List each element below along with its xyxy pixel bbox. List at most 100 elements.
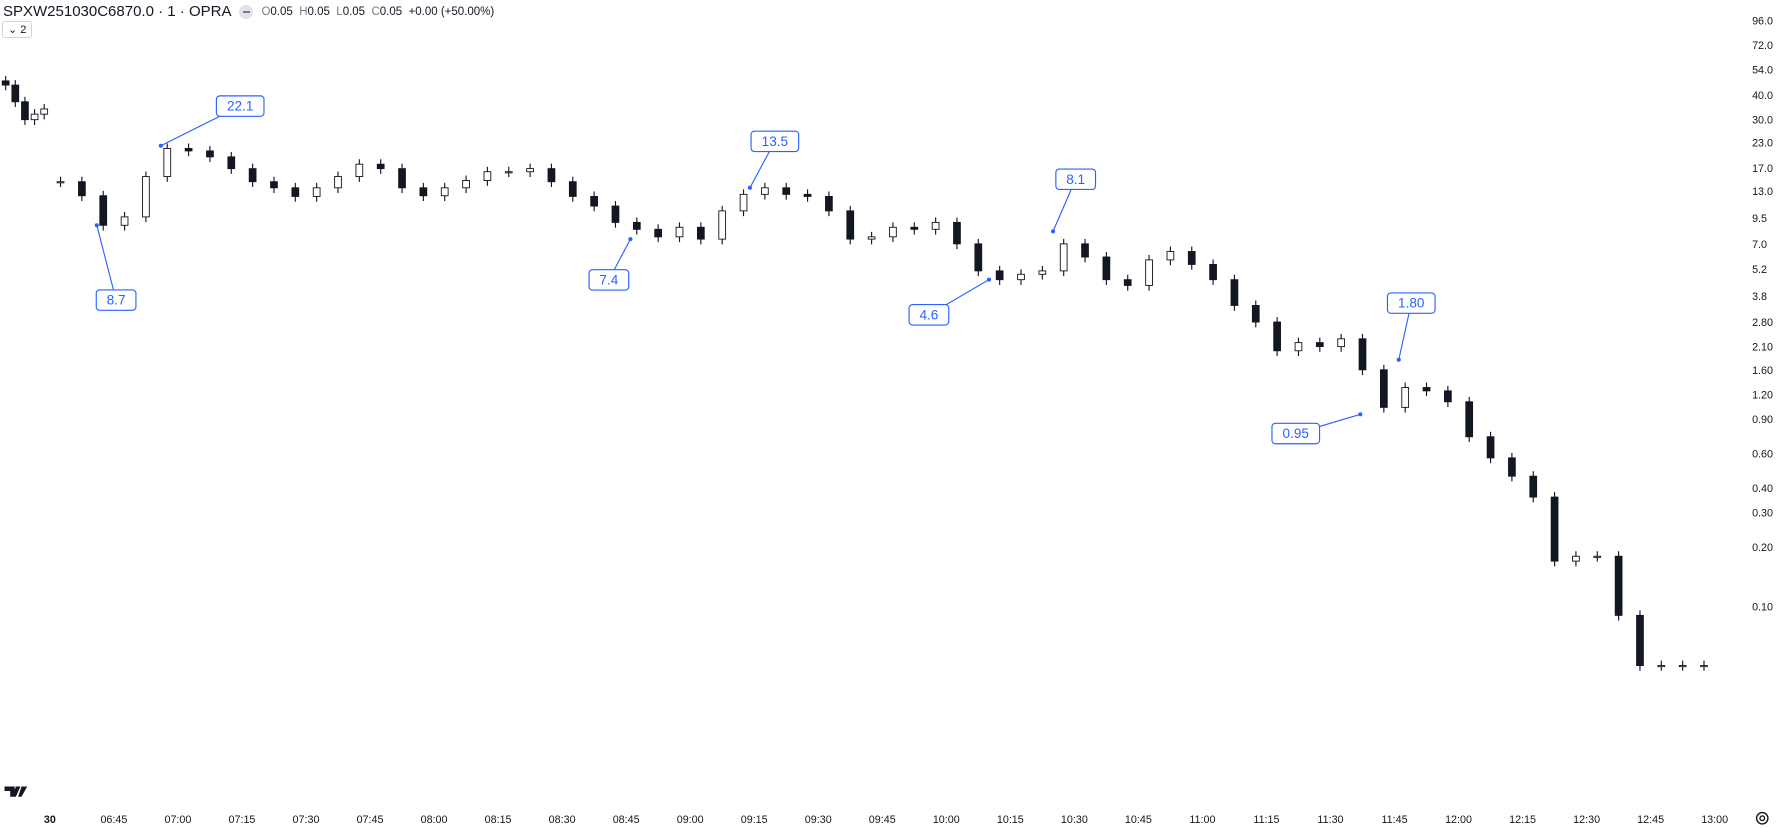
price-annotation[interactable]: 7.4	[588, 237, 633, 291]
candle	[1059, 238, 1068, 277]
price-tick-label: 54.0	[1752, 64, 1773, 76]
annotation-point	[94, 223, 99, 228]
price-annotation[interactable]: 0.95	[1271, 412, 1363, 445]
candle	[1145, 254, 1153, 291]
annotation-point	[986, 277, 992, 282]
time-tick-label: 11:45	[1381, 814, 1407, 826]
price-tick-label: 0.60	[1752, 448, 1773, 460]
price-tick-label: 0.20	[1752, 542, 1773, 554]
symbol-title[interactable]: SPXW251030C6870.0 · 1 · OPRA	[3, 3, 232, 20]
candle	[1038, 265, 1047, 280]
time-tick-label: 07:00	[164, 814, 191, 826]
candle	[1081, 238, 1089, 263]
candles	[1, 75, 1708, 671]
price-annotation[interactable]: 22.1	[158, 95, 265, 148]
candle	[931, 217, 940, 235]
candle	[1614, 551, 1623, 621]
low-value: 0.05	[342, 5, 366, 18]
candle	[99, 190, 108, 231]
candle	[1294, 337, 1303, 357]
candle	[782, 182, 791, 200]
time-tick-label: 10:15	[997, 814, 1024, 826]
time-tick-label: 12:15	[1509, 814, 1536, 826]
candle	[248, 163, 257, 187]
candle	[1, 75, 10, 91]
annotation-label: 13.5	[762, 134, 788, 149]
price-tick-label: 72.0	[1752, 40, 1773, 52]
indicator-count: 2	[20, 24, 27, 36]
candle	[184, 143, 193, 157]
price-annotation[interactable]: 4.6	[908, 277, 992, 326]
candle	[11, 80, 20, 108]
candle	[56, 176, 65, 187]
candle	[889, 222, 897, 243]
time-tick-label: 09:00	[677, 814, 704, 826]
candle	[1486, 431, 1495, 464]
candle	[462, 175, 470, 194]
price-annotation[interactable]: 8.1	[1050, 168, 1097, 234]
time-tick-label: 13:00	[1701, 814, 1728, 826]
price-tick-label: 13.0	[1752, 186, 1773, 198]
price-tick-label: 0.90	[1752, 414, 1773, 426]
candle	[206, 145, 214, 163]
candle	[1508, 452, 1516, 482]
collapse-indicators-button[interactable]: ⌄ 2	[2, 21, 33, 38]
price-tick-label: 0.10	[1752, 601, 1773, 613]
candle	[1230, 274, 1239, 311]
candle	[1315, 337, 1324, 352]
candle	[355, 159, 364, 182]
price-annotation[interactable]: 13.5	[747, 130, 800, 190]
candle	[334, 171, 342, 194]
candle	[120, 211, 129, 231]
candle	[1678, 660, 1687, 671]
candle	[547, 163, 556, 187]
candle	[1017, 269, 1025, 285]
time-tick-label: 12:45	[1637, 814, 1664, 826]
close-value: 0.05	[379, 5, 403, 18]
tradingview-logo[interactable]	[4, 786, 28, 797]
candle	[867, 231, 876, 245]
candle	[483, 166, 492, 186]
price-tick-label: 1.60	[1752, 365, 1773, 377]
annotation-label: 4.6	[919, 307, 938, 322]
open-value: 0.05	[270, 5, 293, 18]
annotation-point	[1050, 229, 1056, 234]
time-tick-label: 08:45	[613, 814, 640, 826]
time-tick-label: 11:15	[1253, 814, 1279, 826]
price-annotation[interactable]: 1.80	[1386, 292, 1436, 362]
time-tick-label: 10:30	[1061, 814, 1088, 826]
candle	[995, 265, 1004, 285]
candle	[568, 176, 577, 202]
annotations: 22.1 8.7 13.5 7.4 8.1 4.6 1.80 0.95	[94, 95, 1436, 445]
annotation-label: 8.1	[1066, 172, 1085, 187]
price-tick-label: 7.0	[1752, 239, 1767, 251]
candle	[291, 182, 300, 202]
settings-gear-icon[interactable]	[1755, 811, 1769, 825]
candle	[590, 191, 598, 212]
candle	[1444, 385, 1452, 408]
candle	[910, 222, 919, 235]
time-axis: 30 06:45 07:00 07:15 07:30 07:45 08:00 08:15 08:…	[44, 814, 1728, 826]
annotation-label: 0.95	[1283, 426, 1309, 441]
annotation-point	[628, 237, 633, 242]
candle	[632, 217, 641, 235]
price-tick-label: 0.40	[1752, 483, 1773, 495]
candle	[419, 182, 428, 202]
price-tick-label: 5.2	[1752, 264, 1767, 276]
candle	[504, 166, 513, 177]
candle	[376, 159, 385, 174]
time-tick-label: 06:45	[100, 814, 127, 826]
candle	[1700, 660, 1708, 671]
time-tick-label: 08:00	[421, 814, 448, 826]
candle	[675, 222, 684, 243]
price-annotation[interactable]: 8.7	[94, 223, 137, 311]
chart-legend: SPXW251030C6870.0 · 1 · OPRA O0.05 H0.05…	[3, 3, 494, 20]
time-tick-label: 07:15	[229, 814, 256, 826]
annotation-label: 1.80	[1398, 296, 1425, 311]
time-tick-label: 09:30	[805, 814, 832, 826]
minus-circle-icon[interactable]	[239, 4, 254, 19]
time-tick-label: 09:45	[869, 814, 896, 826]
candle	[1273, 317, 1281, 357]
annotation-label: 7.4	[599, 272, 618, 287]
